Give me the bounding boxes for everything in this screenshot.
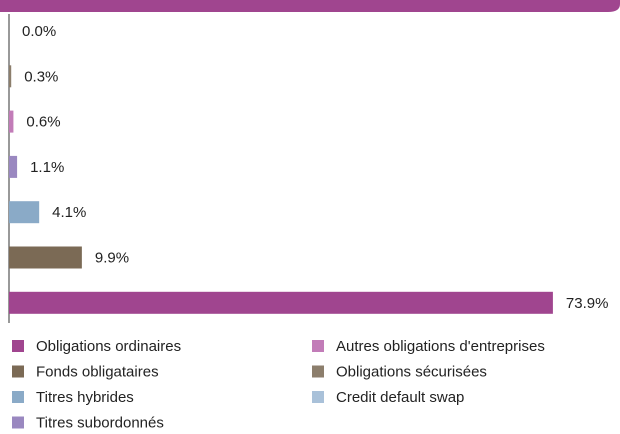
legend-label: Titres hybrides	[36, 389, 134, 406]
legend-label: Titres subordonnés	[36, 414, 164, 431]
bar	[9, 110, 14, 133]
value-label: 9.9%	[95, 249, 129, 266]
value-label: 0.0%	[22, 23, 56, 40]
header-band	[0, 0, 620, 12]
legend-swatch	[12, 391, 24, 403]
legend-label: Obligations ordinaires	[36, 338, 181, 355]
bar	[9, 65, 12, 88]
value-label: 0.3%	[24, 68, 58, 85]
value-label: 73.9%	[566, 295, 609, 312]
legend-swatch	[312, 391, 324, 403]
legend-swatch	[12, 340, 24, 352]
legend-label: Fonds obligataires	[36, 363, 159, 380]
bar	[9, 246, 82, 269]
legend-label: Autres obligations d'entreprises	[336, 338, 545, 355]
legend-swatch	[12, 416, 24, 429]
value-label: 0.6%	[26, 114, 60, 131]
legend-swatch	[12, 365, 24, 378]
bar	[9, 201, 40, 224]
bar	[9, 155, 18, 178]
value-label: 1.1%	[30, 159, 64, 176]
value-label: 4.1%	[52, 204, 86, 221]
legend-label: Obligations sécurisées	[336, 363, 487, 380]
legend-swatch	[312, 340, 324, 352]
bar	[9, 291, 553, 314]
legend-swatch	[312, 365, 324, 378]
legend-label: Credit default swap	[336, 389, 464, 406]
